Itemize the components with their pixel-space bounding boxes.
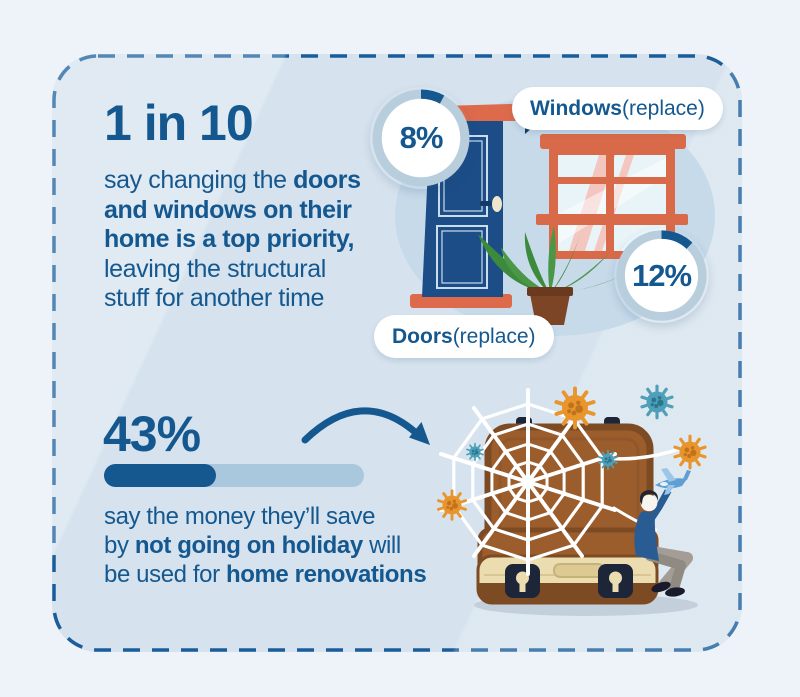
intro-line: and windows on their [104, 195, 352, 224]
intro-line: say changing the doors [104, 166, 361, 194]
badge-ring [372, 89, 470, 187]
raised-arm [643, 487, 672, 529]
doors-replace-label: Doors (replace) [374, 315, 554, 358]
intro-line: leaving the structural [104, 254, 326, 283]
intro-text: say changing the doors and windows on th… [104, 166, 361, 314]
suitcase-handle [553, 563, 605, 578]
virus-icon [641, 386, 673, 418]
doors-percentage-badge: 8% [370, 87, 472, 189]
shoe [665, 587, 685, 597]
savings-line: be used for home renovations [104, 561, 427, 588]
savings-text: say the money they’ll save by not going … [104, 502, 427, 589]
toy-plane-icon [655, 468, 691, 495]
badge-ring [616, 230, 707, 321]
windows-percentage-badge: 12% [614, 228, 709, 323]
suitcase-lock [505, 564, 540, 598]
jacket [634, 511, 659, 561]
virus-icon [556, 388, 594, 428]
progress-fill [104, 464, 216, 487]
door-handle-icon [480, 201, 495, 206]
window-illustration [536, 134, 688, 259]
stat-43-percent: 43% [103, 406, 201, 462]
shoe [651, 581, 671, 593]
intro-line: stuff for another time [104, 284, 325, 312]
hair [639, 490, 659, 505]
suitcase-illustration [438, 386, 706, 616]
savings-progress-bar [104, 464, 364, 487]
windows-percentage-value: 12% [631, 257, 692, 293]
virus-icon [674, 436, 706, 468]
savings-line: by not going on holiday will [104, 532, 401, 559]
head [640, 494, 658, 512]
traveler-illustration [634, 468, 693, 597]
doors-percentage-value: 8% [399, 120, 444, 155]
suitcase-lock [598, 564, 633, 598]
curved-arrow-icon [301, 407, 430, 445]
windows-replace-label: Windows (replace) [512, 87, 723, 130]
intro-line: home is a top priority, [104, 225, 355, 253]
stat-1-in-10: 1 in 10 [104, 95, 254, 151]
savings-line: say the money they’ll save [104, 503, 376, 530]
